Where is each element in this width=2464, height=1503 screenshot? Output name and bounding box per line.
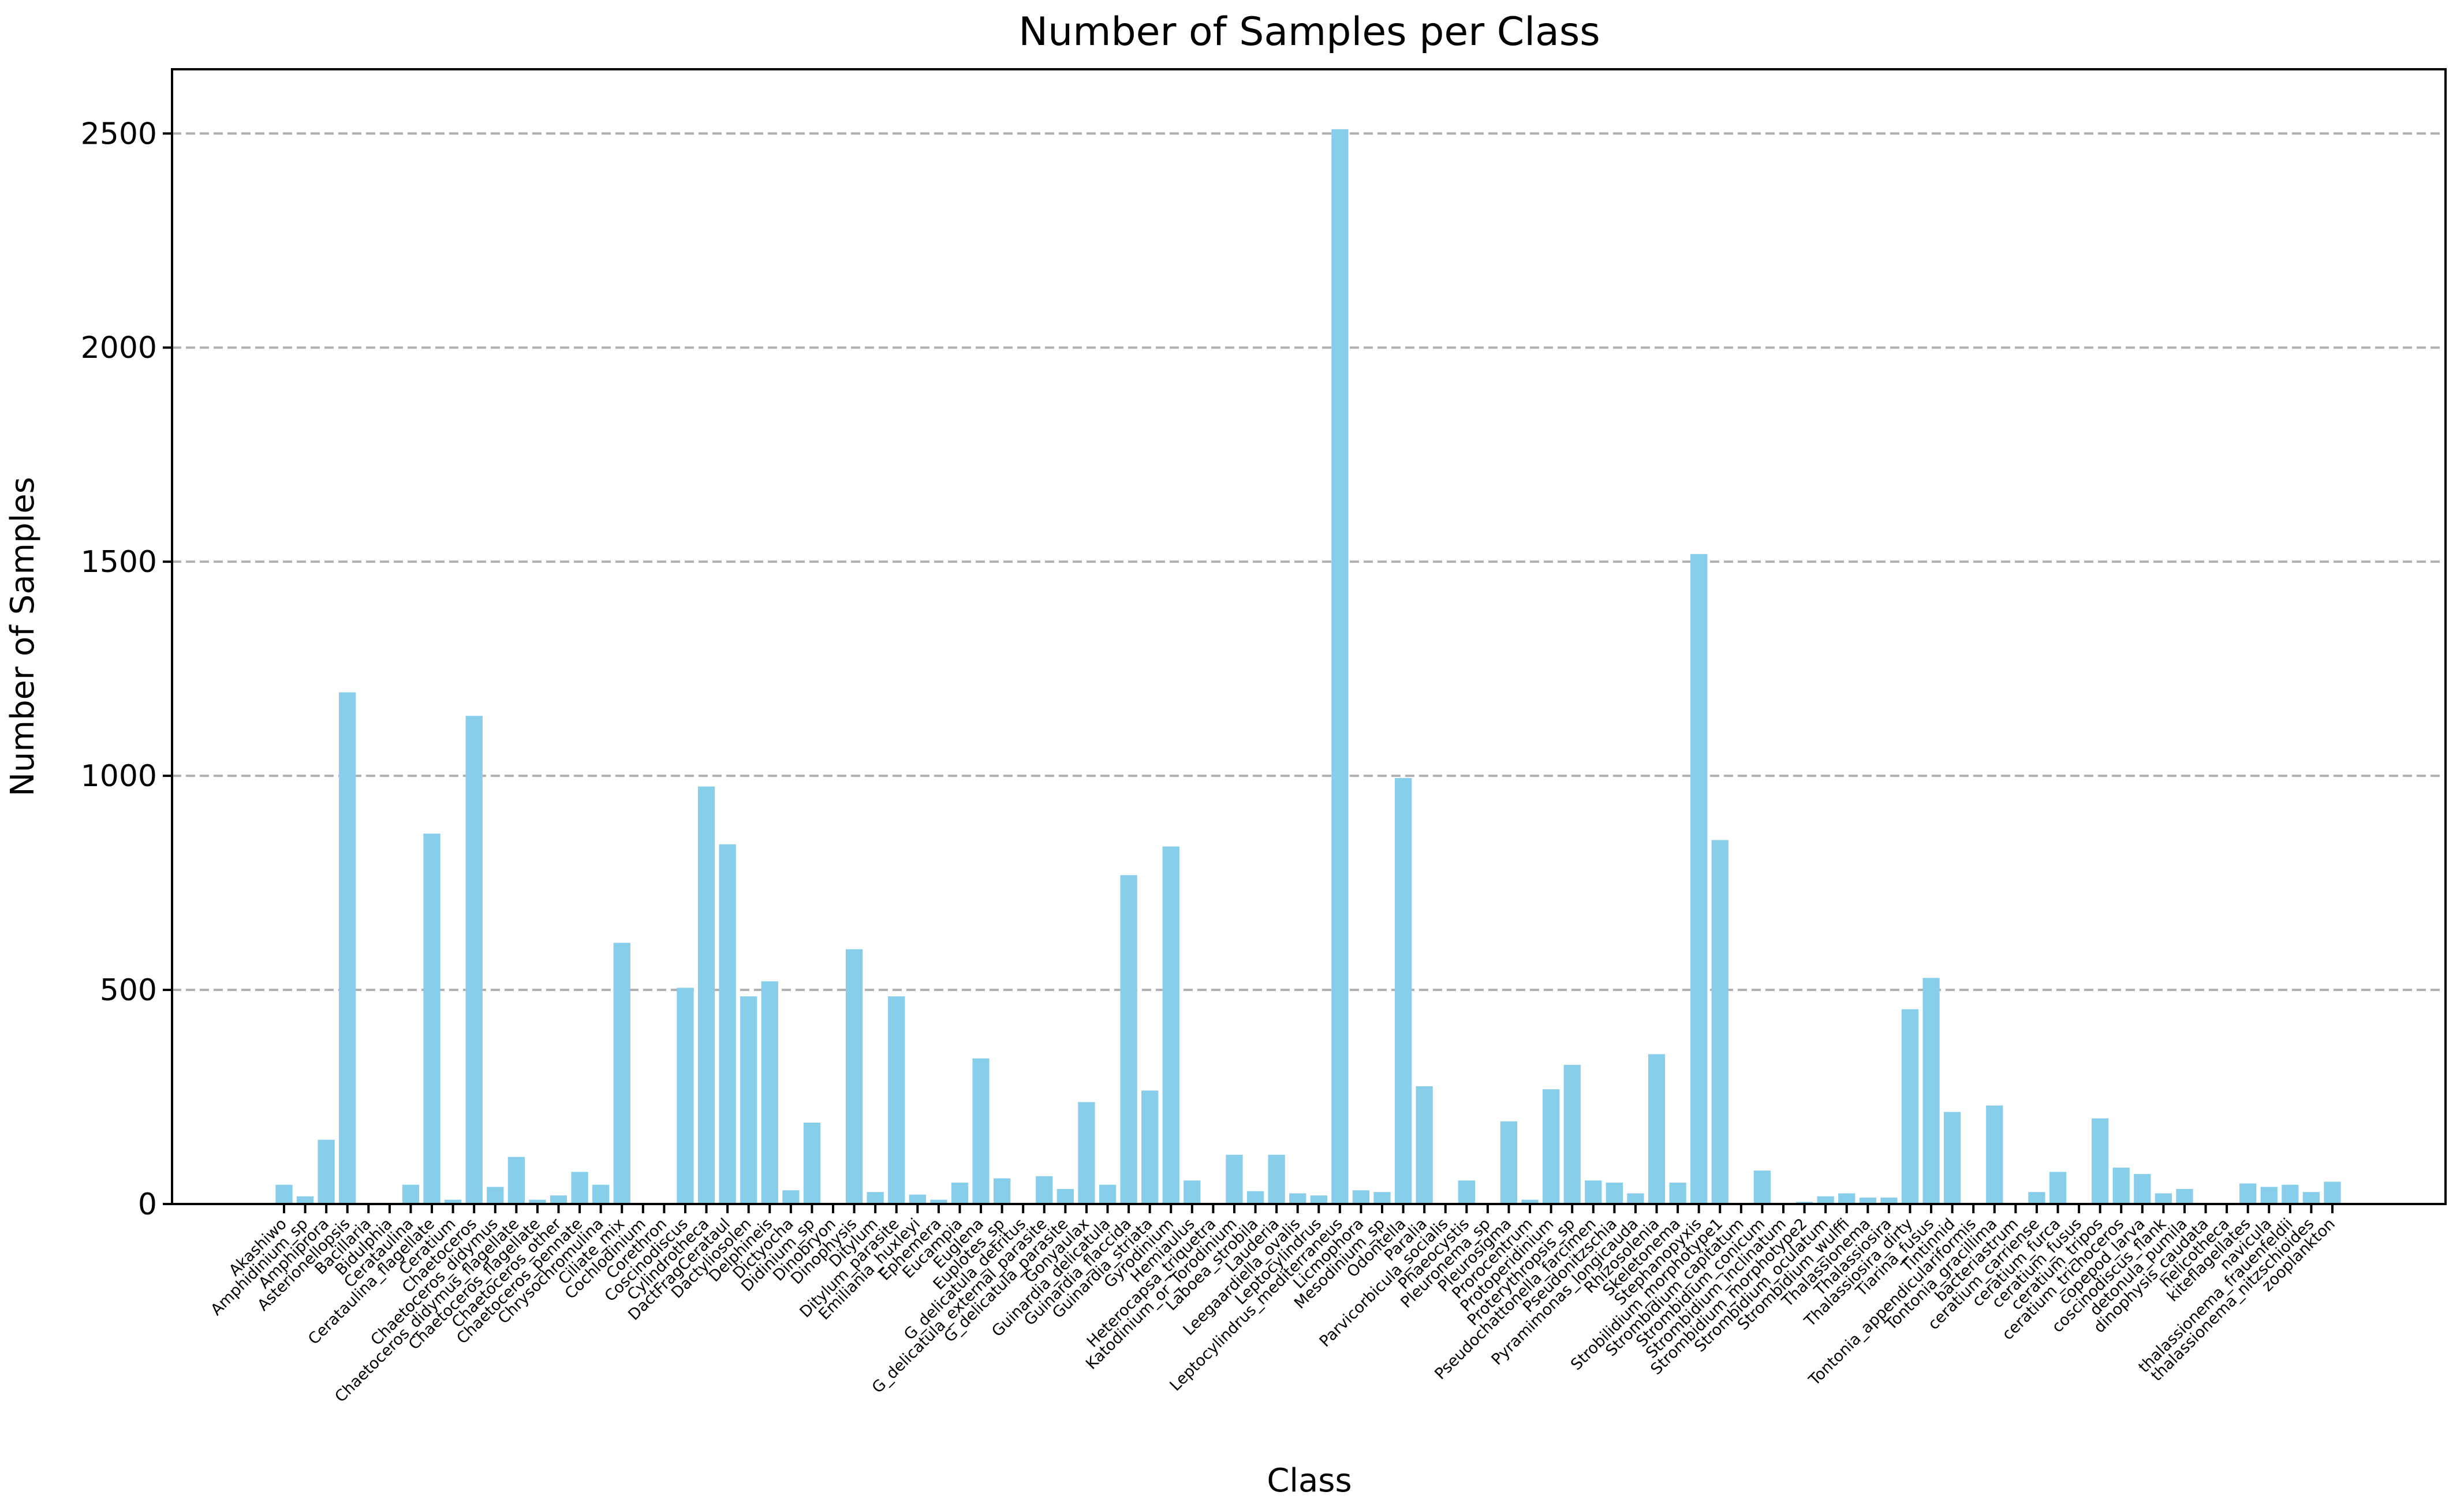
bar [1120,875,1137,1204]
bar [1036,1176,1053,1204]
bar [677,988,694,1204]
bar [719,844,736,1204]
bar [1711,840,1728,1204]
bar [2260,1187,2278,1204]
bar [2112,1167,2130,1204]
bar [2155,1193,2172,1204]
chart-title: Number of Samples per Class [1018,9,1600,55]
bar [339,692,356,1204]
bar [697,786,715,1204]
bar [1226,1154,1243,1204]
bar [1394,777,1412,1204]
bar [909,1194,926,1204]
bar [2134,1174,2151,1204]
bar [423,833,440,1204]
bar [1753,1171,1771,1204]
bar [444,1199,462,1204]
bar [2302,1192,2320,1204]
y-tick-label: 1500 [81,545,157,579]
bar [1943,1112,1961,1204]
bar [2282,1184,2299,1204]
y-tick-label: 500 [100,973,157,1008]
bar [1289,1193,1306,1204]
bar [1563,1064,1581,1204]
bar [1162,846,1179,1204]
bar [507,1157,525,1204]
bar [740,996,757,1204]
bar [1648,1054,1666,1204]
bar [1310,1195,1327,1204]
bar [1331,129,1349,1205]
bar [761,981,778,1204]
bar [1838,1193,1856,1204]
bar [1922,978,1940,1204]
bar [1986,1105,2003,1204]
bar [867,1192,884,1204]
bar [2049,1172,2067,1204]
bar [951,1182,969,1204]
bar [296,1196,314,1204]
bar [782,1190,800,1204]
y-tick-label: 2500 [81,117,157,151]
bar [1078,1102,1095,1204]
bar [487,1187,504,1204]
bar [1373,1192,1391,1204]
bar [930,1199,947,1204]
bar [1099,1184,1117,1204]
bar [972,1058,990,1204]
bar [993,1178,1011,1204]
x-axis-title: Class [1267,1462,1352,1500]
bar [1627,1193,1644,1204]
bar [2239,1183,2257,1204]
y-tick-label: 0 [138,1187,157,1222]
bar [2092,1118,2109,1204]
bar [1416,1086,1433,1204]
y-axis-ticks: 0 500 1000 1500 2000 2500 [81,117,172,1222]
bar [1543,1089,1560,1204]
bar [2176,1189,2193,1204]
bar [529,1199,546,1204]
bar [1901,1009,1919,1204]
bar [318,1139,335,1204]
bar [1880,1197,1898,1204]
bar [1500,1121,1518,1204]
bar [592,1184,610,1204]
bar [2324,1182,2341,1204]
bar [465,716,483,1204]
bar [275,1184,293,1204]
y-axis-title: Number of Samples [4,477,42,797]
bar [1268,1154,1285,1204]
y-tick-label: 1000 [81,759,157,794]
bar [1669,1182,1686,1204]
bar [1606,1182,1623,1204]
bars [275,129,2341,1205]
bar [1817,1196,1834,1204]
bar [550,1195,568,1204]
bar [1352,1190,1370,1204]
plot-area-frame [171,68,2447,1205]
bar [888,996,905,1204]
bar [1056,1189,1074,1204]
bar [845,949,863,1204]
bar [1141,1090,1159,1204]
bar [402,1184,420,1204]
bar [803,1123,821,1204]
bar [1246,1191,1264,1204]
bar [1521,1199,1539,1204]
bar [1585,1180,1602,1204]
y-tick-label: 2000 [81,331,157,365]
bar [613,943,630,1204]
bar [1690,554,1708,1204]
grid-lines [172,132,2446,992]
bar [1184,1180,1201,1204]
bar [2028,1192,2045,1204]
bar [571,1172,588,1204]
bar [1859,1197,1876,1204]
bar [1458,1180,1475,1204]
